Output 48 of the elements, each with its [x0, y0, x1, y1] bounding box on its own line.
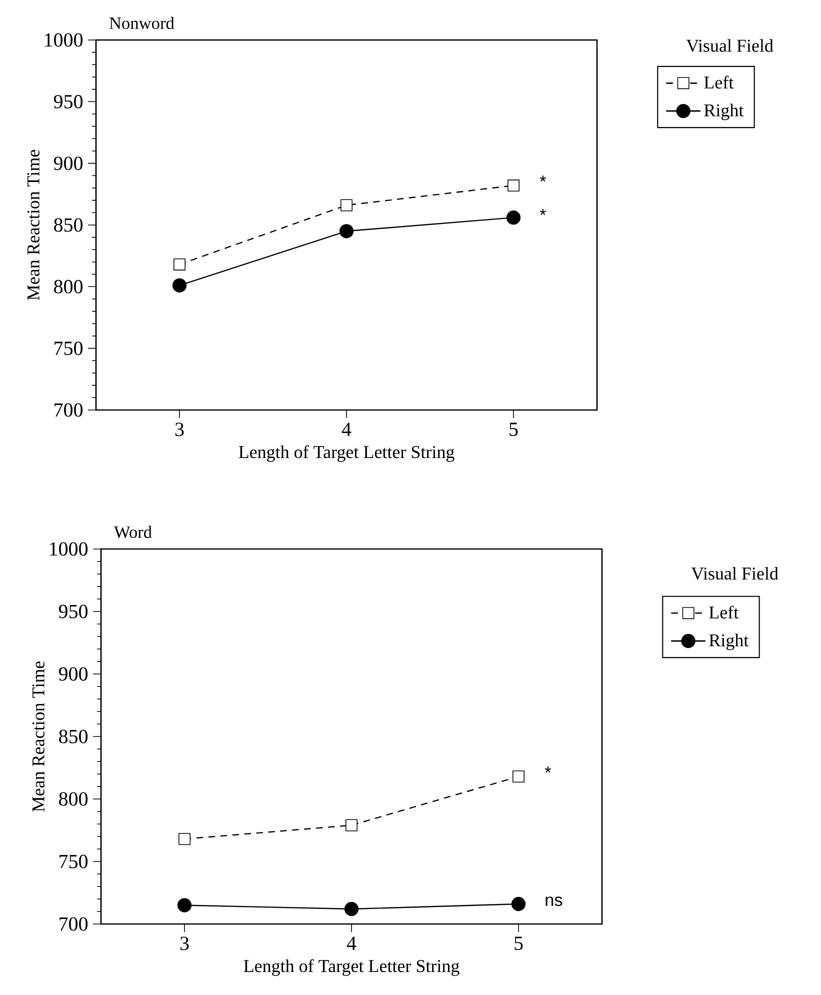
point: [340, 199, 352, 212]
point: [174, 258, 186, 270]
y-tick-label: 850: [59, 730, 88, 744]
point: [346, 819, 358, 832]
y-tick-label: 750: [54, 342, 83, 356]
legend-label: Right: [709, 634, 749, 650]
point: [511, 896, 526, 912]
x-tick-label: 4: [346, 936, 356, 950]
x-tick-label: 3: [175, 422, 184, 436]
y-axis-title: Mean Reaction Time: [32, 661, 44, 812]
legend-label: Right: [704, 104, 744, 120]
x-axis-title: Length of Target Letter String: [244, 959, 460, 976]
point: [178, 832, 190, 845]
y-tick-label: 700: [60, 917, 88, 931]
x-tick-label: 5: [514, 936, 523, 950]
legend-label: Left: [709, 606, 739, 619]
annotation: *: [544, 766, 552, 773]
point: [177, 898, 192, 912]
point: [344, 902, 359, 916]
chart-title: Nonword: [109, 16, 174, 30]
y-tick-label: 800: [59, 792, 88, 806]
annotation: ns: [546, 896, 562, 906]
point: [512, 770, 524, 782]
x-axis-title: Length of Target Letter String: [238, 445, 454, 462]
y-tick-label: 950: [54, 94, 83, 108]
legend-title: Visual Field: [691, 566, 778, 580]
chart-title: Word: [114, 526, 152, 538]
point: [506, 210, 521, 225]
x-tick-label: 4: [342, 422, 352, 436]
y-tick-label: 1000: [50, 542, 88, 556]
y-tick-label: 700: [54, 403, 83, 417]
y-tick-label: 900: [54, 156, 83, 170]
point: [172, 278, 187, 292]
x-tick-label: 3: [180, 936, 189, 950]
annotation: *: [540, 208, 546, 216]
point: [508, 180, 520, 192]
annotation: *: [540, 176, 546, 182]
legend-title: Visual Field: [686, 39, 774, 52]
y-tick-label: 750: [60, 854, 88, 868]
legend-label: Left: [704, 76, 734, 89]
x-tick-label: 5: [510, 422, 518, 436]
y-tick-label: 1000: [45, 33, 83, 47]
y-tick-label: 950: [58, 604, 88, 618]
point: [339, 224, 354, 238]
y-tick-label: 850: [54, 218, 83, 232]
y-tick-label: 800: [54, 280, 83, 294]
y-tick-label: 900: [58, 667, 88, 681]
y-axis-title: Mean Reaction Time: [27, 150, 40, 300]
